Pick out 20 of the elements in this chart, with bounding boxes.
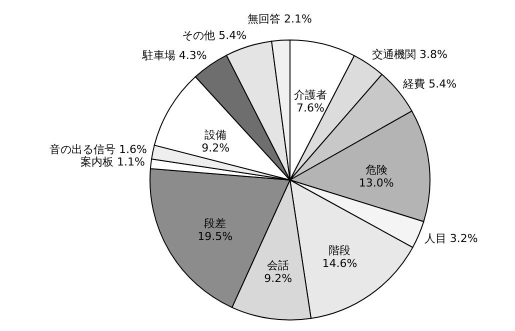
data-label: 14.6% (322, 257, 358, 270)
data-label: 13.0% (358, 176, 394, 190)
slice-label: 音の出る信号 1.6% (49, 142, 147, 156)
slice-label: その他 5.4% (182, 28, 247, 42)
slice-label: 危険 (365, 164, 388, 177)
slice-label: 段差 (204, 216, 226, 230)
slice-label: 案内板 1.1% (80, 155, 145, 168)
slice-label: 駐車場 4.3% (141, 48, 207, 62)
data-label: 7.6% (296, 102, 325, 115)
slice-label: 階段 (328, 244, 351, 258)
slice-label: 介護者 (294, 88, 328, 102)
slice-label: 交通機関 3.8% (372, 48, 448, 62)
data-label: 19.5% (198, 230, 233, 243)
slice-label: 経費 5.4% (402, 77, 457, 90)
data-label: 9.2% (202, 141, 230, 154)
slice-label: 人目 3.2% (424, 232, 478, 246)
slice-label: 無回答 2.1% (247, 12, 312, 26)
data-label: 9.2% (264, 272, 292, 285)
slice-label: 会話 (267, 258, 290, 272)
slice-label: 設備 (204, 128, 227, 142)
